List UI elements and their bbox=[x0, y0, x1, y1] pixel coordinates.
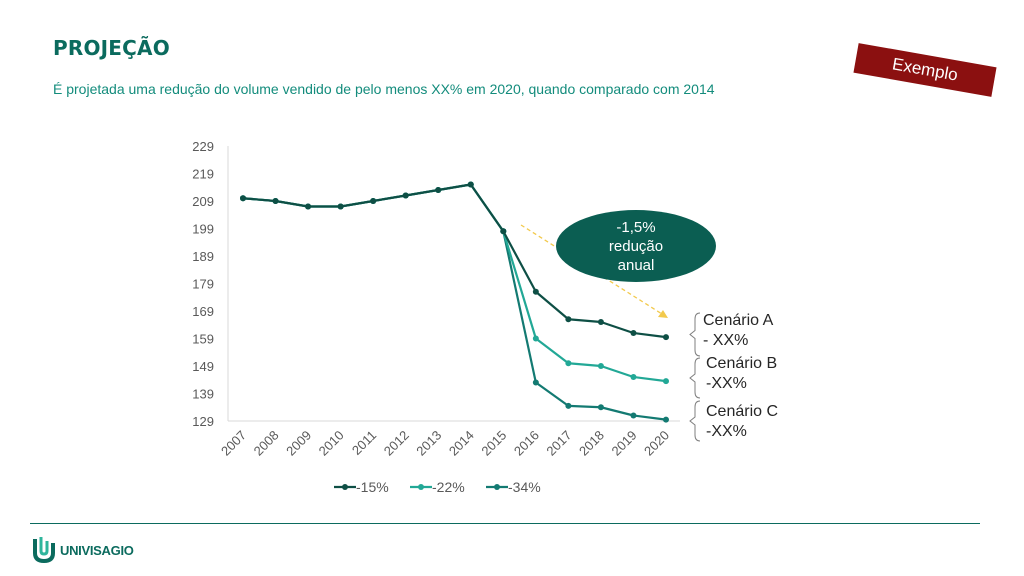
data-point--34% bbox=[663, 416, 669, 423]
scenario-label: -XX% bbox=[706, 423, 747, 440]
reduction-callout-text: anual bbox=[618, 257, 655, 274]
data-point--22% bbox=[597, 363, 604, 369]
legend-label: -34% bbox=[508, 479, 541, 495]
data-point--34% bbox=[532, 379, 539, 386]
x-tick-label: 2020 bbox=[641, 428, 672, 459]
y-tick-label: 179 bbox=[192, 277, 214, 292]
x-tick-label: 2007 bbox=[218, 428, 249, 459]
data-point--22% bbox=[565, 360, 572, 367]
data-point--15% bbox=[565, 316, 572, 323]
data-point--34% bbox=[565, 402, 572, 409]
scenario-bracket bbox=[689, 312, 701, 357]
data-point--15% bbox=[272, 198, 279, 204]
reduction-callout-text: -1,5% bbox=[616, 219, 655, 236]
scenario-label: -XX% bbox=[706, 375, 747, 392]
data-point--34% bbox=[597, 404, 604, 411]
data-point--34% bbox=[630, 412, 637, 419]
data-point--15% bbox=[402, 192, 409, 199]
scenario-label: Cenário B bbox=[706, 355, 777, 372]
scenario-bracket bbox=[689, 400, 701, 442]
scenario-label: Cenário A bbox=[703, 312, 774, 329]
footer-divider bbox=[30, 523, 980, 524]
univisagio-logo-text: UNIVISAGIO bbox=[60, 542, 134, 558]
y-tick-label: 219 bbox=[192, 167, 214, 182]
y-tick-label: 229 bbox=[192, 139, 214, 154]
data-point--15% bbox=[305, 203, 312, 210]
x-tick-label: 2015 bbox=[478, 428, 509, 459]
legend-item: -15% bbox=[334, 479, 389, 495]
scenario-label: - XX% bbox=[703, 332, 748, 349]
legend-label: -22% bbox=[432, 479, 465, 495]
data-point--15% bbox=[435, 187, 442, 193]
data-point--22% bbox=[630, 374, 637, 380]
data-point--15% bbox=[597, 319, 604, 325]
y-tick-label: 159 bbox=[192, 332, 214, 347]
x-tick-label: 2012 bbox=[381, 428, 412, 459]
reduction-callout bbox=[556, 210, 716, 282]
univisagio-logo-icon bbox=[33, 537, 55, 564]
legend-item: -22% bbox=[410, 479, 465, 495]
data-point--15% bbox=[630, 330, 637, 336]
legend-label: -15% bbox=[356, 479, 389, 495]
x-tick-label: 2014 bbox=[446, 428, 477, 459]
y-tick-label: 209 bbox=[192, 194, 214, 209]
y-tick-label: 169 bbox=[192, 304, 214, 319]
y-tick-label: 139 bbox=[192, 387, 214, 402]
y-tick-label: 149 bbox=[192, 359, 214, 374]
data-point--15% bbox=[500, 228, 507, 235]
data-point--22% bbox=[663, 378, 669, 385]
data-point--22% bbox=[532, 335, 539, 342]
legend-swatch-marker bbox=[494, 484, 500, 490]
x-tick-label: 2008 bbox=[251, 428, 282, 459]
legend-item: -34% bbox=[486, 479, 541, 495]
series-line--15% bbox=[242, 183, 667, 339]
page-subtitle: É projetada uma redução do volume vendid… bbox=[53, 81, 715, 97]
x-tick-label: 2017 bbox=[543, 428, 574, 459]
x-tick-label: 2018 bbox=[576, 428, 607, 459]
scenario-bracket bbox=[689, 357, 701, 399]
y-tick-label: 189 bbox=[192, 249, 214, 264]
x-tick-label: 2013 bbox=[413, 428, 444, 459]
data-point--15% bbox=[663, 334, 669, 341]
data-point--15% bbox=[337, 203, 344, 210]
trend-arrow-head bbox=[658, 310, 668, 318]
x-tick-label: 2019 bbox=[609, 428, 640, 459]
legend-swatch-marker bbox=[342, 484, 348, 490]
x-tick-label: 2009 bbox=[283, 428, 314, 459]
legend-swatch-marker bbox=[418, 484, 424, 490]
page-title: PROJEÇÃO bbox=[53, 36, 170, 60]
y-tick-label: 129 bbox=[192, 414, 214, 429]
data-point--15% bbox=[467, 181, 474, 188]
data-point--15% bbox=[370, 198, 377, 204]
y-tick-label: 199 bbox=[192, 222, 214, 237]
x-tick-label: 2010 bbox=[316, 428, 347, 459]
data-point--15% bbox=[532, 288, 539, 295]
x-tick-label: 2011 bbox=[349, 428, 379, 458]
data-point--15% bbox=[240, 195, 246, 202]
x-tick-label: 2016 bbox=[511, 428, 542, 459]
univisagio-logo: UNIVISAGIO bbox=[32, 535, 134, 565]
scenario-label: Cenário C bbox=[706, 403, 778, 420]
reduction-callout-text: redução bbox=[609, 238, 663, 255]
